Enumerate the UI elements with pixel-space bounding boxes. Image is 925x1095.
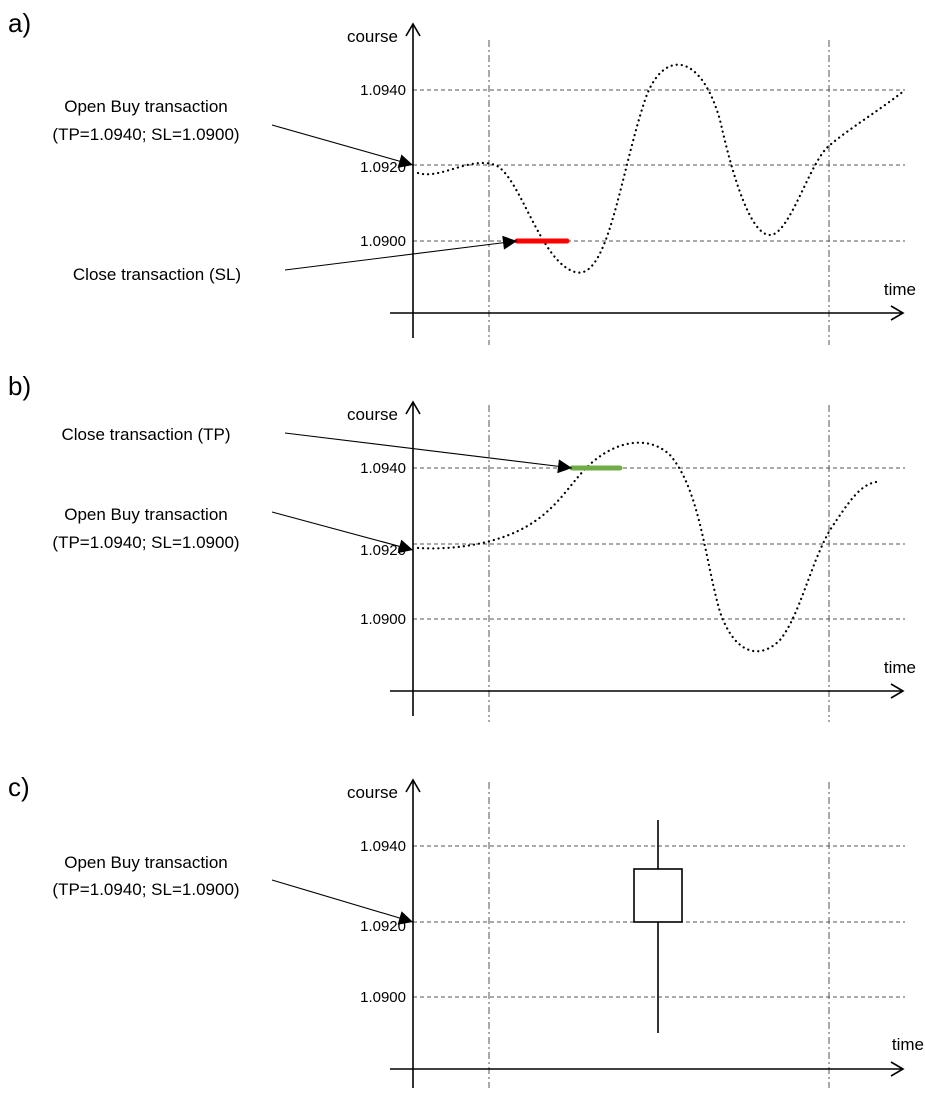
open-buy-params-b: (TP=1.0940; SL=1.0900) xyxy=(52,533,239,552)
tick-label-1-0900-c: 1.0900 xyxy=(360,989,406,1006)
tick-label-1-0940-b: 1.0940 xyxy=(360,460,406,477)
panel-b: b) course time 1.0940 1.0920 1.0900 Clos… xyxy=(8,371,916,722)
y-axis-label-a: course xyxy=(347,27,398,46)
panel-label-c: c) xyxy=(8,772,30,802)
x-axis-arrow-c xyxy=(890,1061,905,1077)
x-axis-label-c: time xyxy=(892,1035,924,1054)
open-buy-label-b: Open Buy transaction xyxy=(64,505,227,524)
close-sl-label: Close transaction (SL) xyxy=(73,265,241,284)
x-axis-label-a: time xyxy=(884,280,916,299)
tick-label-1-0920-b: 1.0920 xyxy=(360,542,406,559)
open-arrow-b xyxy=(271,511,414,554)
close-arrow-b xyxy=(284,432,573,474)
panel-c: c) course time 1.0940 1.0920 1.0900 Open… xyxy=(8,772,924,1088)
open-buy-params-c: (TP=1.0940; SL=1.0900) xyxy=(52,880,239,899)
x-axis-arrow-a xyxy=(890,305,905,321)
y-axis-arrow-b xyxy=(405,400,421,415)
close-tp-label: Close transaction (TP) xyxy=(61,425,230,444)
close-arrow-a xyxy=(284,235,518,271)
tick-label-1-0920-a: 1.0920 xyxy=(360,159,406,176)
x-axis-label-b: time xyxy=(884,658,916,677)
x-axis-arrow-b xyxy=(890,683,905,699)
open-buy-label-c: Open Buy transaction xyxy=(64,853,227,872)
y-axis-label-c: course xyxy=(347,783,398,802)
tick-label-1-0940-c: 1.0940 xyxy=(360,838,406,855)
open-buy-label-a: Open Buy transaction xyxy=(64,97,227,116)
panel-label-b: b) xyxy=(8,371,31,401)
tick-label-1-0940-a: 1.0940 xyxy=(360,82,406,99)
tick-label-1-0900-b: 1.0900 xyxy=(360,611,406,628)
tick-label-1-0920-c: 1.0920 xyxy=(360,918,406,935)
tick-label-1-0900-a: 1.0900 xyxy=(360,233,406,250)
open-buy-params-a: (TP=1.0940; SL=1.0900) xyxy=(52,125,239,144)
open-arrow-a xyxy=(271,124,414,168)
panel-a: a) course time 1.0940 1.0920 1.0900 Open… xyxy=(8,8,916,345)
price-path-b xyxy=(416,441,878,653)
open-arrow-c xyxy=(271,879,414,925)
candlestick-body xyxy=(633,868,683,923)
panel-label-a: a) xyxy=(8,8,31,38)
y-axis-label-b: course xyxy=(347,405,398,424)
y-axis-arrow-a xyxy=(405,22,421,37)
y-axis-arrow-c xyxy=(405,778,421,793)
